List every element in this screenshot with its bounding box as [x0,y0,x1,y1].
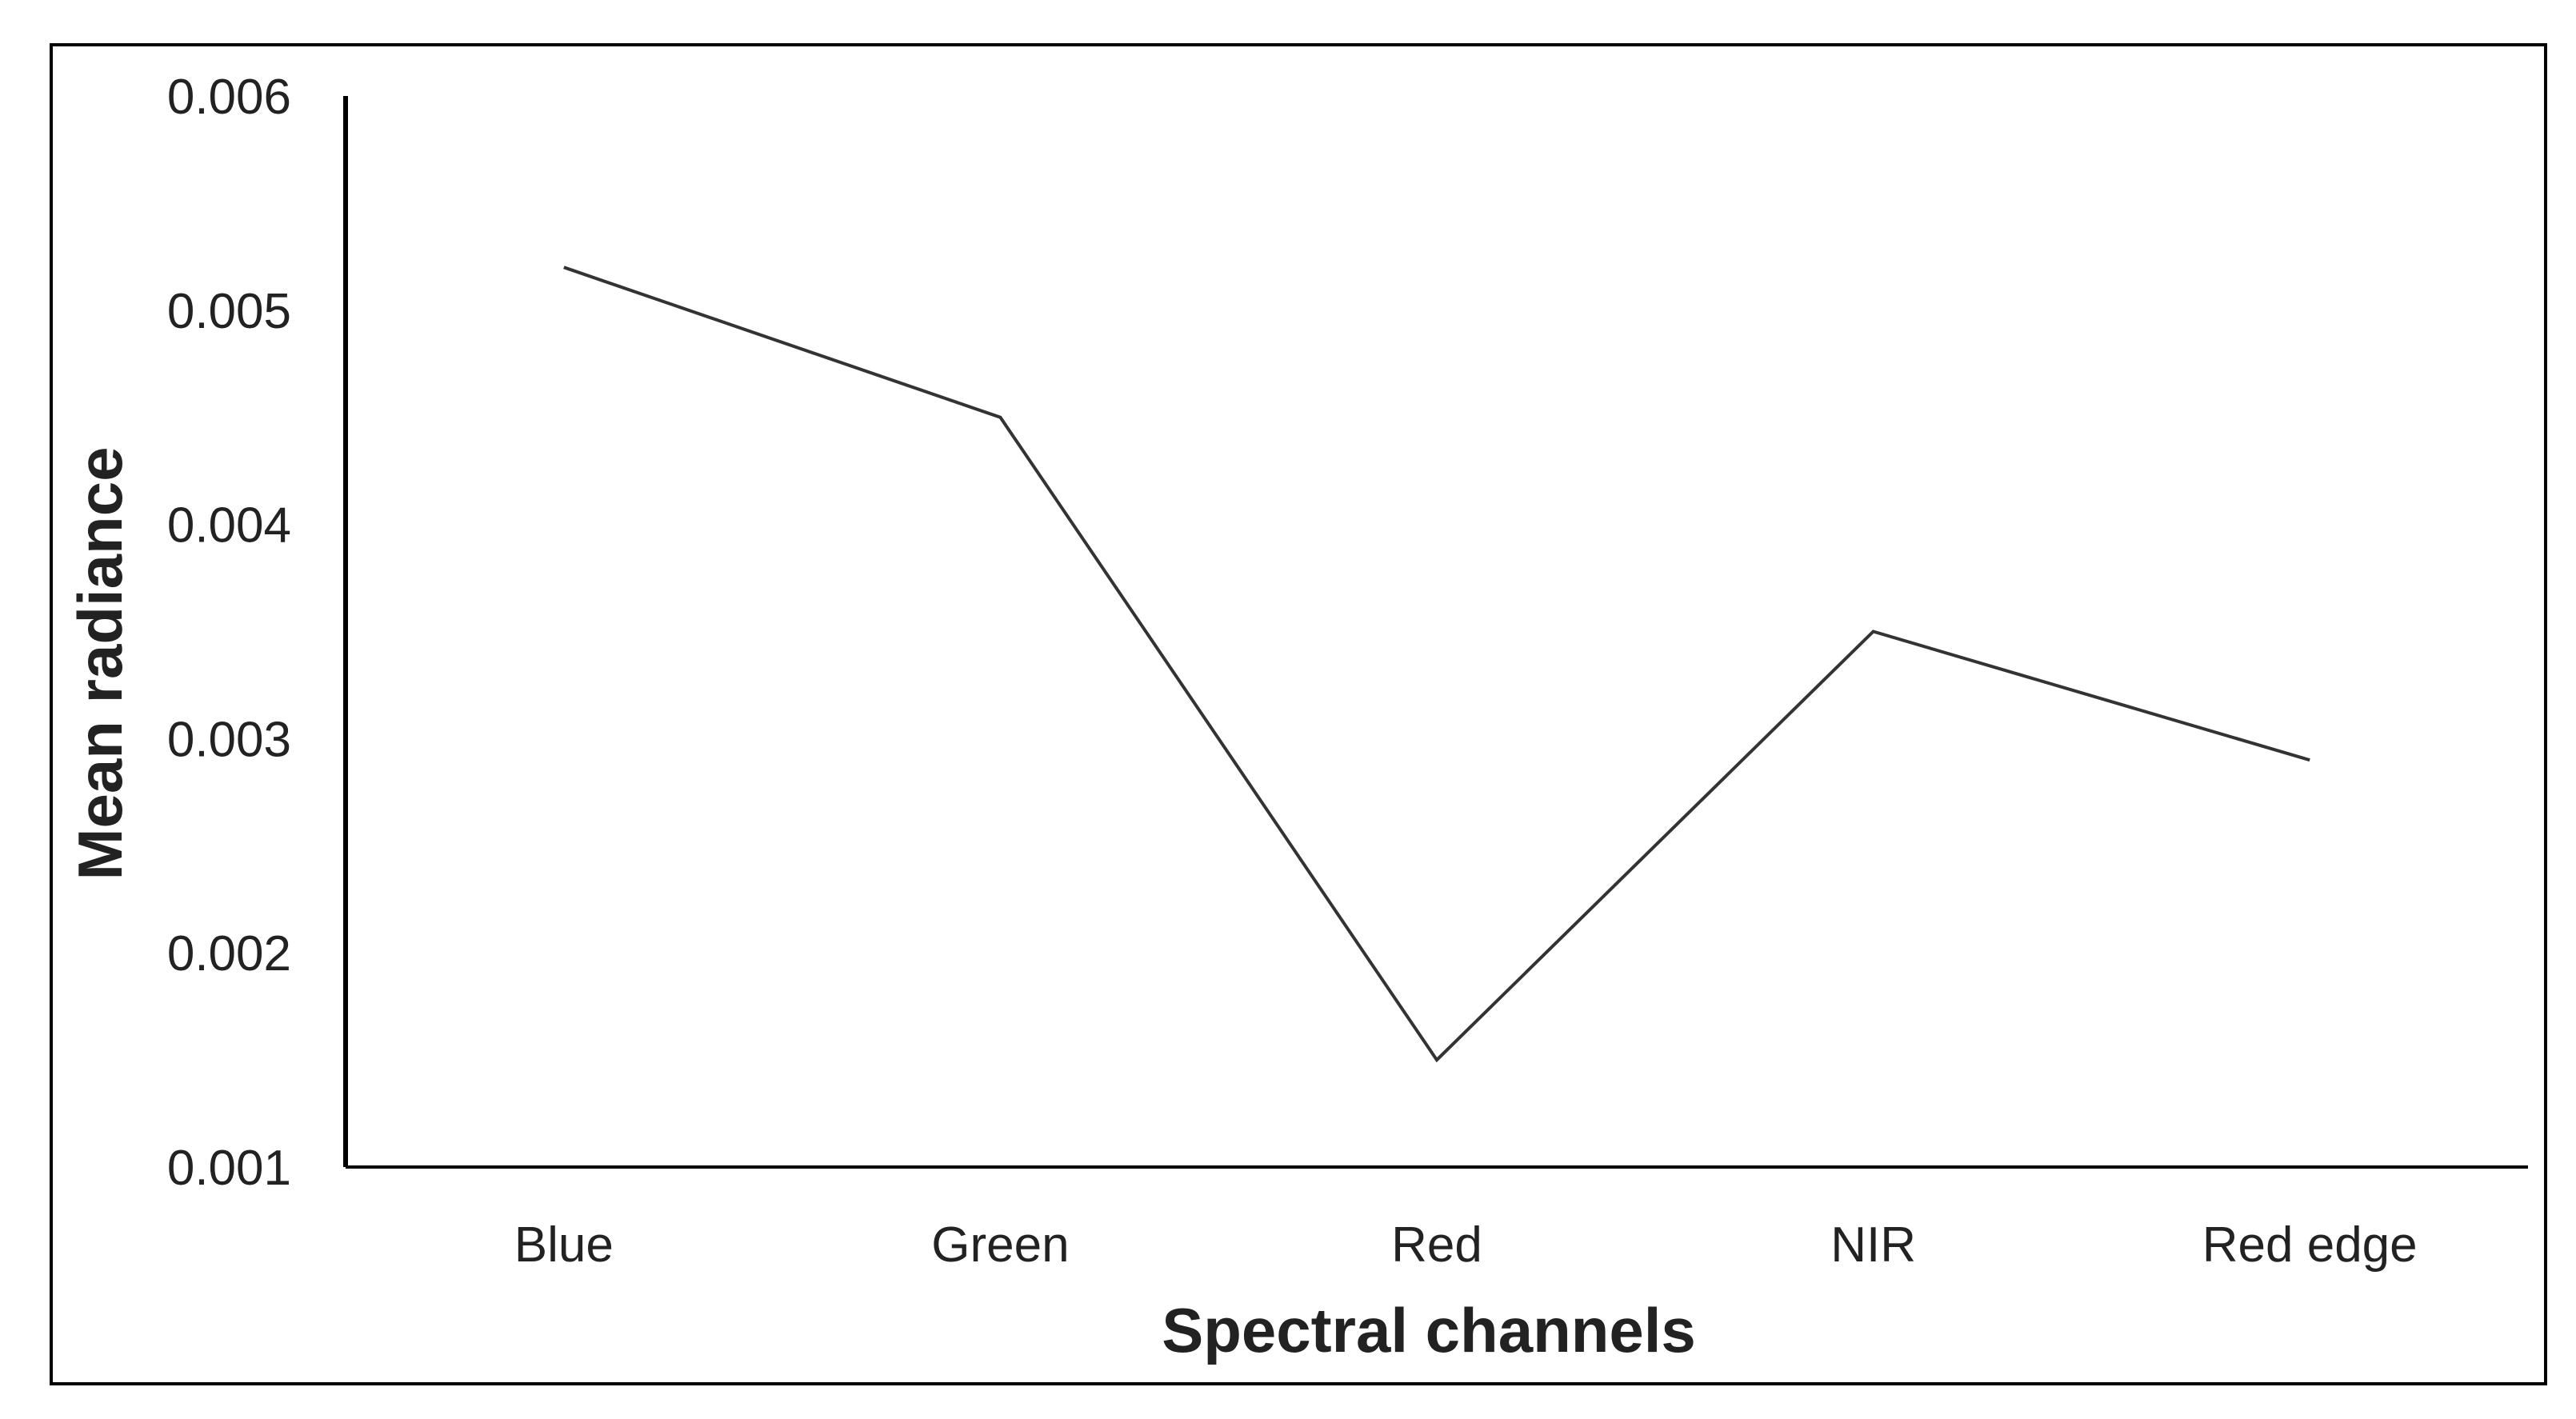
x-axis-categories: Blue Green Red NIR Red edge [514,1217,2418,1273]
y-tick-label: 0.002 [167,926,291,981]
y-tick-label: 0.001 [167,1141,291,1196]
chart-border [50,43,2547,1385]
x-axis-title: Spectral channels [1162,1295,1696,1365]
series-line [563,266,2310,1063]
series-layer [563,266,2310,1063]
y-tick-label: 0.004 [167,498,291,554]
x-category-label: Blue [514,1217,614,1273]
y-tick-label: 0.005 [167,284,291,339]
y-axis-ticks: 0.001 0.002 0.003 0.004 0.005 0.006 [167,70,291,1196]
y-tick-label: 0.006 [167,70,291,125]
x-category-label: Red [1391,1217,1482,1273]
y-axis-title: Mean radiance [65,447,135,881]
x-category-label: Green [931,1217,1069,1273]
x-category-label: NIR [1830,1217,1916,1273]
y-tick-label: 0.003 [167,712,291,767]
x-category-label: Red edge [2202,1217,2418,1273]
